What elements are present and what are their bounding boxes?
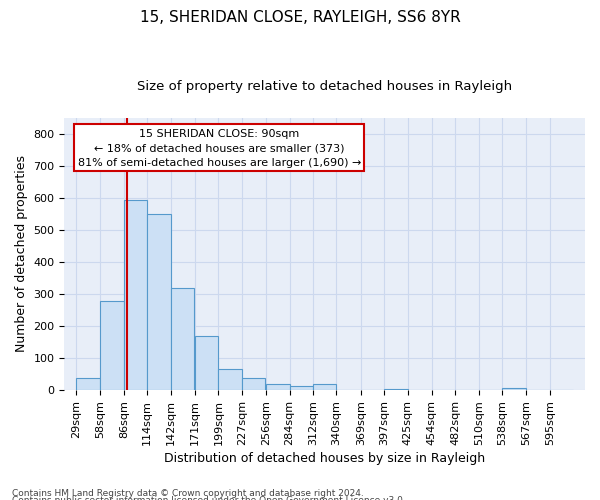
Bar (218, 370, 242, 390)
Text: ← 18% of detached houses are smaller (373): ← 18% of detached houses are smaller (37… (94, 144, 344, 154)
Bar (124, 200, 147, 390)
Y-axis label: Number of detached properties: Number of detached properties (15, 156, 28, 352)
Bar (313, 384, 337, 390)
FancyBboxPatch shape (74, 124, 364, 170)
Bar (170, 288, 194, 390)
Text: 15, SHERIDAN CLOSE, RAYLEIGH, SS6 8YR: 15, SHERIDAN CLOSE, RAYLEIGH, SS6 8YR (140, 10, 460, 25)
Bar (242, 378, 265, 390)
Bar (384, 388, 407, 390)
Bar (147, 214, 170, 390)
Text: 15 SHERIDAN CLOSE: 90sqm: 15 SHERIDAN CLOSE: 90sqm (139, 129, 299, 139)
Bar (502, 388, 526, 390)
Text: 81% of semi-detached houses are larger (1,690) →: 81% of semi-detached houses are larger (… (77, 158, 361, 168)
Text: Contains public sector information licensed under the Open Government Licence v3: Contains public sector information licen… (12, 496, 406, 500)
Bar (290, 386, 313, 390)
X-axis label: Distribution of detached houses by size in Rayleigh: Distribution of detached houses by size … (164, 452, 485, 465)
Title: Size of property relative to detached houses in Rayleigh: Size of property relative to detached ho… (137, 80, 512, 93)
Bar (266, 384, 290, 390)
Bar (100, 301, 124, 390)
Text: Contains HM Land Registry data © Crown copyright and database right 2024.: Contains HM Land Registry data © Crown c… (12, 488, 364, 498)
Bar (195, 336, 218, 390)
Bar (76, 378, 100, 390)
